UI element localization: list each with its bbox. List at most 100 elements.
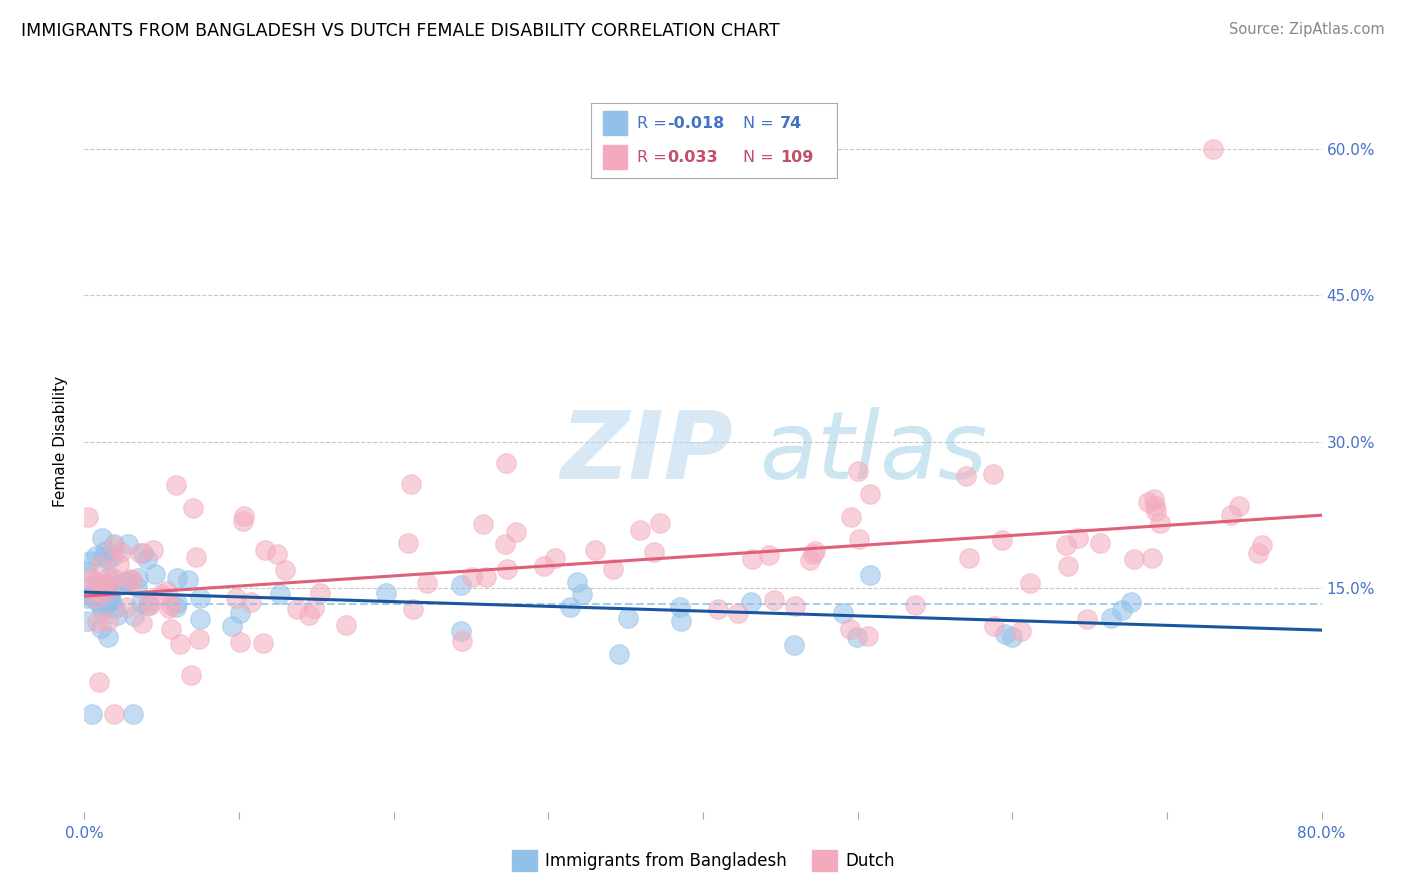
Point [994, 627, 1017, 641]
Text: IMMIGRANTS FROM BANGLADESH VS DUTCH FEMALE DISABILITY CORRELATION CHART: IMMIGRANTS FROM BANGLADESH VS DUTCH FEMA… [21, 22, 780, 40]
Point [727, 606, 749, 620]
Point [1056, 559, 1078, 574]
Point [1111, 603, 1133, 617]
Text: N =: N = [742, 116, 779, 130]
Point [1122, 551, 1144, 566]
Point [496, 561, 519, 575]
Point [84, 591, 107, 605]
Point [103, 537, 125, 551]
Point [832, 607, 855, 621]
Point [159, 623, 181, 637]
Point [129, 545, 152, 559]
Point [571, 587, 593, 601]
Text: Source: ZipAtlas.com: Source: ZipAtlas.com [1229, 22, 1385, 37]
Point [1144, 499, 1167, 513]
Point [1251, 538, 1274, 552]
Point [75, 564, 97, 578]
Point [495, 456, 517, 470]
Point [103, 540, 125, 554]
Point [97, 630, 120, 644]
Point [136, 598, 159, 612]
Point [741, 552, 763, 566]
Point [91, 602, 114, 616]
Point [450, 624, 472, 638]
Point [96, 596, 118, 610]
Point [274, 563, 297, 577]
Point [471, 517, 494, 532]
Point [558, 600, 581, 615]
Point [1227, 499, 1250, 513]
Point [904, 598, 927, 612]
Text: R =: R = [637, 150, 672, 165]
Point [1143, 491, 1166, 506]
Point [762, 592, 785, 607]
Point [1137, 495, 1160, 509]
Point [91, 599, 114, 614]
Point [108, 576, 131, 591]
Point [1149, 516, 1171, 530]
Point [187, 632, 209, 647]
Point [1010, 624, 1032, 639]
Point [848, 532, 870, 546]
Point [269, 586, 291, 600]
Point [991, 533, 1014, 547]
Point [160, 599, 183, 613]
Point [415, 575, 437, 590]
Point [298, 608, 321, 623]
Point [87, 674, 110, 689]
Point [983, 618, 1005, 632]
Point [804, 543, 827, 558]
Point [150, 587, 173, 601]
Point [602, 562, 624, 576]
Point [98, 588, 121, 602]
Point [451, 634, 474, 648]
Point [671, 614, 693, 628]
Point [232, 514, 254, 528]
Point [166, 570, 188, 584]
Point [1140, 550, 1163, 565]
Point [118, 572, 141, 586]
Point [169, 637, 191, 651]
Point [1066, 531, 1088, 545]
Point [229, 606, 252, 620]
Point [607, 647, 630, 661]
Point [80, 707, 103, 722]
Point [583, 542, 606, 557]
Point [1202, 142, 1225, 156]
Point [94, 577, 117, 591]
Point [100, 593, 122, 607]
Point [567, 575, 589, 590]
Point [643, 545, 665, 559]
Point [86, 578, 108, 592]
Point [785, 599, 807, 613]
Point [1247, 546, 1270, 560]
Point [494, 537, 516, 551]
Point [1018, 575, 1040, 590]
Point [799, 553, 821, 567]
Point [143, 566, 166, 581]
Point [157, 601, 180, 615]
Point [79, 554, 101, 568]
Point [129, 596, 152, 610]
Point [188, 612, 211, 626]
Point [131, 615, 153, 630]
Text: R =: R = [637, 116, 672, 130]
Point [97, 614, 120, 628]
Point [617, 611, 640, 625]
Point [86, 576, 108, 591]
Point [648, 516, 671, 531]
Point [110, 545, 132, 559]
Point [859, 567, 882, 582]
Point [165, 478, 187, 492]
Point [450, 578, 472, 592]
Point [375, 586, 398, 600]
Point [180, 667, 202, 681]
Point [669, 599, 692, 614]
Point [783, 638, 806, 652]
Point [101, 571, 124, 585]
Point [177, 573, 200, 587]
Point [101, 549, 124, 564]
Point [461, 570, 484, 584]
Point [100, 588, 122, 602]
Point [166, 596, 188, 610]
